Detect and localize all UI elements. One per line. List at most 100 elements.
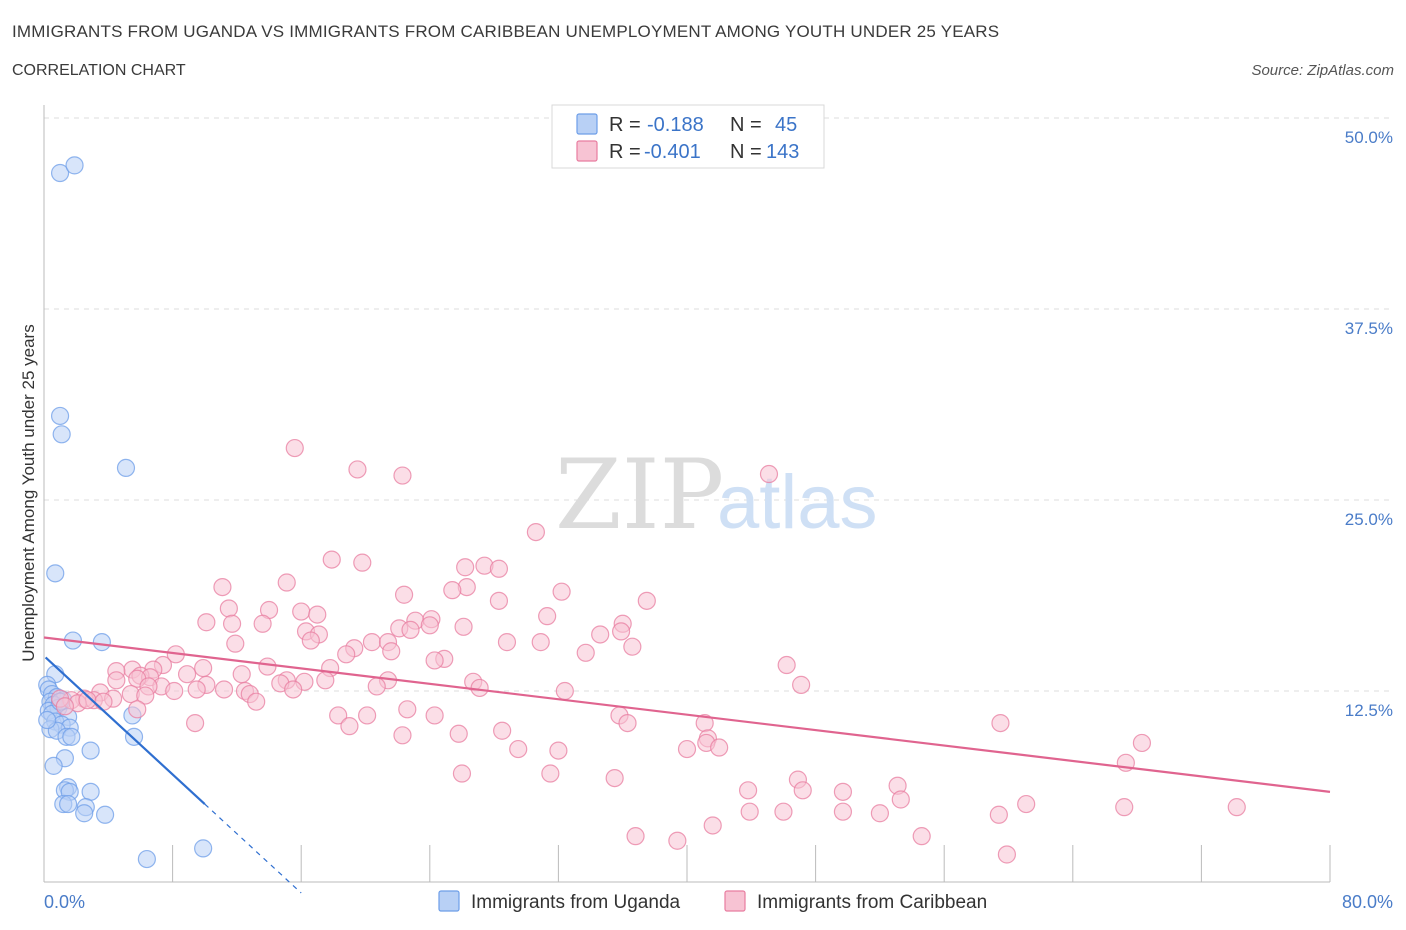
point-0-39: [75, 804, 94, 823]
point-1-113: [710, 738, 729, 757]
point-1-41: [531, 633, 550, 652]
legend-n-label-caribbean: N =: [730, 141, 762, 163]
y-tick-labels: 12.5% 25.0% 37.5% 50.0%: [1345, 128, 1393, 720]
chart-title: IMMIGRANTS FROM UGANDA VS IMMIGRANTS FRO…: [12, 22, 1000, 41]
point-1-134: [912, 827, 931, 846]
point-1-59: [232, 665, 251, 684]
legend-swatch-caribbean: [576, 140, 598, 162]
point-1-3: [759, 464, 779, 484]
point-1-34: [591, 625, 610, 644]
point-1-118: [452, 764, 472, 783]
point-1-22: [538, 607, 557, 626]
point-1-100: [425, 706, 444, 725]
x-tick-label-0: 0.0%: [44, 892, 85, 912]
point-0-35: [81, 782, 100, 801]
legend-r-label-caribbean: R =: [609, 141, 641, 163]
y-tick-label-1: 25.0%: [1345, 510, 1393, 529]
point-0-44: [38, 710, 57, 730]
point-1-120: [605, 768, 624, 788]
point-1-131: [703, 816, 722, 835]
point-0-3: [52, 425, 71, 444]
point-1-53: [194, 658, 213, 678]
point-1-103: [618, 713, 637, 733]
point-1-28: [420, 616, 439, 635]
point-1-37: [301, 631, 320, 650]
point-1-25: [253, 614, 272, 633]
watermark-zip: ZIP: [555, 439, 724, 551]
point-1-44: [623, 637, 642, 656]
point-0-37: [59, 794, 78, 814]
point-1-42: [576, 643, 595, 662]
series-0-points: [38, 156, 213, 869]
legend-n-label-uganda: N =: [730, 114, 762, 136]
point-1-46: [382, 642, 401, 661]
point-1-4: [526, 522, 545, 542]
legend: R = -0.188 N = 45 R = -0.401 N = 143: [551, 104, 825, 169]
point-1-135: [997, 845, 1016, 864]
point-1-128: [989, 805, 1008, 824]
point-1-40: [497, 633, 517, 652]
bottom-legend-swatch-caribbean: [724, 890, 746, 912]
point-1-92: [247, 692, 266, 711]
trend-lines: [43, 636, 1331, 894]
point-1-75: [470, 678, 489, 698]
bottom-legend: Immigrants from Uganda Immigrants from C…: [438, 890, 987, 913]
point-1-50: [425, 651, 444, 670]
point-1-115: [549, 741, 568, 760]
point-1-38: [362, 633, 382, 652]
point-1-51: [777, 655, 796, 675]
point-1-76: [792, 675, 811, 694]
point-1-80: [165, 681, 184, 701]
x-tick-labels: 0.0% 80.0%: [44, 892, 1393, 912]
point-1-5: [322, 550, 341, 569]
point-1-126: [774, 802, 793, 821]
point-1-109: [449, 724, 468, 743]
point-0-31: [44, 756, 63, 775]
point-1-31: [454, 617, 473, 636]
point-1-82: [555, 681, 574, 701]
legend-n-value-caribbean: 143: [766, 141, 799, 163]
axes: [43, 105, 1331, 883]
point-1-133: [668, 831, 687, 850]
point-0-29: [81, 741, 100, 760]
point-1-14: [552, 582, 571, 601]
bottom-legend-label-caribbean: Immigrants from Caribbean: [757, 892, 987, 913]
point-1-13: [443, 581, 462, 600]
chart-subtitle: CORRELATION CHART: [12, 62, 186, 79]
point-1-79: [214, 680, 234, 699]
point-1-119: [541, 764, 560, 783]
point-0-42: [194, 839, 213, 858]
bottom-legend-label-uganda: Immigrants from Uganda: [471, 892, 681, 913]
point-1-43: [226, 634, 245, 653]
point-1-106: [186, 713, 205, 733]
point-1-86: [136, 686, 155, 705]
y-tick-label-3: 50.0%: [1345, 128, 1393, 147]
point-1-132: [626, 827, 645, 846]
point-1-11: [213, 577, 232, 597]
point-0-0: [50, 163, 70, 183]
point-1-138: [1017, 794, 1036, 814]
point-1-129: [833, 802, 853, 821]
point-1-23: [197, 613, 216, 632]
series-1-points: [50, 438, 1246, 864]
point-1-140: [1227, 798, 1246, 817]
point-1-114: [677, 739, 697, 759]
point-1-24: [222, 614, 242, 633]
point-1-2: [393, 466, 412, 485]
y-tick-label-0: 12.5%: [1345, 701, 1393, 720]
trend-line-caribbean: [43, 636, 1331, 793]
point-1-139: [1115, 798, 1134, 817]
point-1-47: [337, 645, 356, 664]
source-label: Source: ZipAtlas.com: [1251, 62, 1394, 79]
point-1-18: [219, 599, 238, 618]
point-1-127: [891, 790, 910, 809]
legend-r-value-caribbean: -0.401: [644, 141, 701, 163]
point-1-9: [489, 559, 509, 578]
point-0-41: [137, 849, 156, 869]
point-1-60: [177, 665, 197, 684]
point-1-17: [637, 591, 656, 610]
legend-swatch-uganda: [576, 113, 598, 135]
point-1-107: [340, 717, 359, 736]
point-0-27: [62, 727, 81, 746]
legend-r-value-uganda: -0.188: [647, 114, 704, 136]
